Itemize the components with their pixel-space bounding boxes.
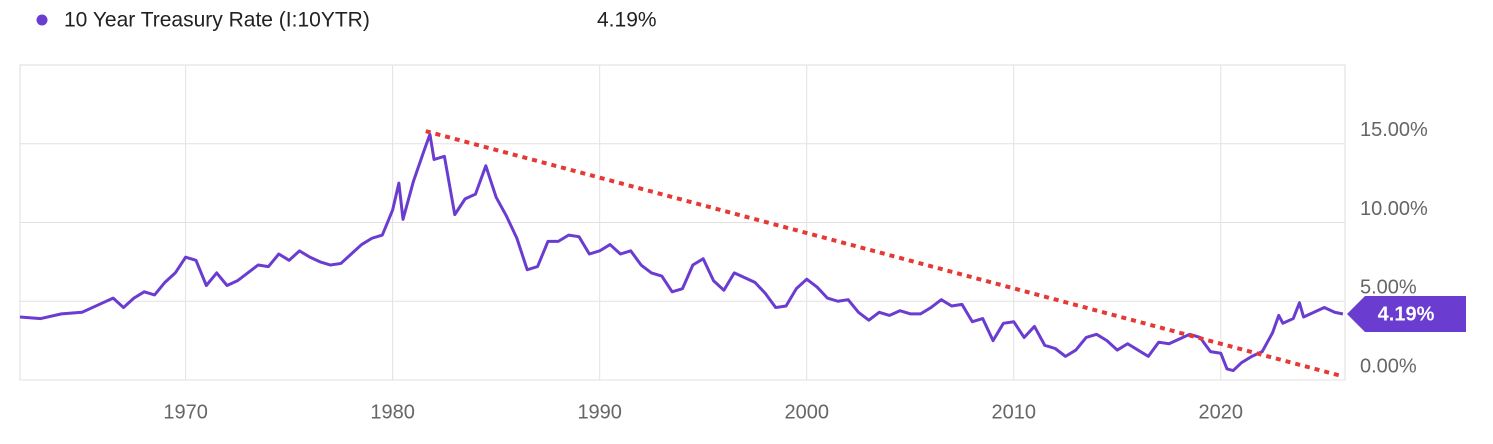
x-tick-label: 2000: [784, 401, 829, 423]
trend-line: [425, 129, 1340, 378]
series-line: [19, 132, 1344, 373]
legend-label: 10 Year Treasury Rate (I:10YTR): [64, 9, 370, 32]
x-tick-label: 1990: [577, 401, 622, 423]
legend-value: 4.19%: [597, 9, 657, 32]
last-value-flag: [1347, 296, 1466, 333]
y-tick-label: 0.00%: [1360, 355, 1417, 377]
y-tick-label: 15.00%: [1360, 119, 1428, 141]
last-value-label: 4.19%: [1378, 303, 1435, 325]
legend-marker: [36, 14, 48, 26]
x-tick-label: 1970: [163, 401, 208, 423]
x-tick-label: 2020: [1199, 401, 1244, 423]
x-tick-label: 2010: [992, 401, 1037, 423]
y-tick-label: 10.00%: [1360, 198, 1428, 220]
y-tick-label: 5.00%: [1360, 277, 1417, 299]
x-tick-label: 1980: [370, 401, 415, 423]
